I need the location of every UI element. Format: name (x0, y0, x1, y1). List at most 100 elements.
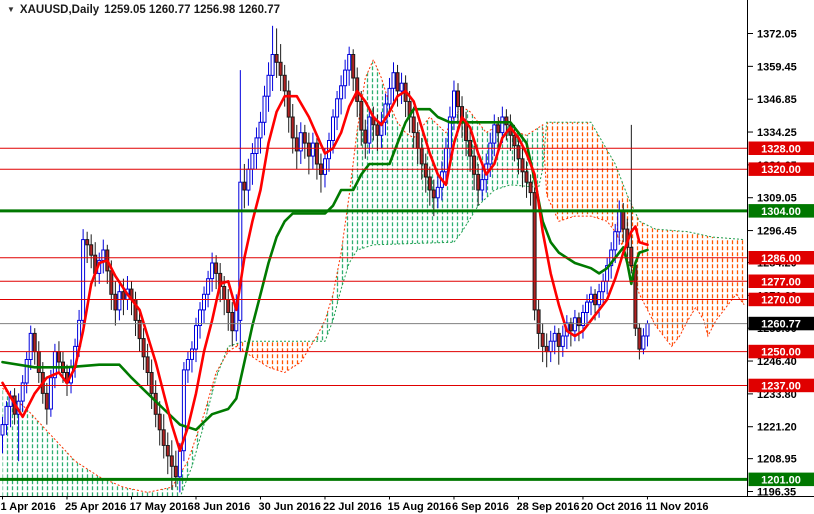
candle (0, 416, 5, 454)
candle (536, 299, 541, 350)
candle (427, 166, 432, 206)
candle (266, 62, 271, 112)
candle (629, 124, 634, 274)
price-tick-label: 1221.20 (757, 422, 797, 434)
ohlc-values: 1259.05 1260.77 1256.98 1260.77 (104, 4, 281, 16)
date-tick-label: 6 Sep 2016 (452, 501, 509, 513)
candle (270, 25, 275, 91)
candle (363, 119, 368, 159)
current-price-badge-label: 1260.77 (761, 319, 801, 331)
candle (278, 44, 283, 91)
kijun-sen-line (1, 107, 649, 432)
candle (335, 90, 340, 131)
candle (286, 80, 291, 133)
candle (173, 450, 178, 488)
level-badge-label: 1320.00 (761, 164, 801, 176)
candle (258, 111, 263, 154)
candle (351, 49, 356, 91)
candle (24, 351, 29, 394)
level-badge (748, 204, 814, 218)
candle (347, 46, 352, 86)
tenkan-sen-line (1, 89, 649, 453)
candle (520, 148, 525, 188)
candle (282, 64, 287, 107)
symbol-marker-icon: ▼ (7, 4, 15, 14)
date-tick-label: 22 Jul 2016 (323, 501, 382, 513)
candle (117, 283, 122, 321)
candle (435, 174, 440, 209)
date-tick-label: 8 Jun 2016 (194, 501, 250, 513)
level-badge-label: 1328.00 (761, 143, 801, 155)
date-tick-label: 30 Jun 2016 (259, 501, 321, 513)
level-badge-label: 1250.00 (761, 347, 801, 359)
plot-area[interactable] (0, 25, 745, 513)
level-badge-label: 1201.00 (761, 474, 801, 486)
candle (597, 283, 602, 318)
date-tick-label: 11 Nov 2016 (646, 501, 709, 513)
candle (4, 401, 9, 436)
candle (157, 401, 162, 446)
candle (214, 255, 219, 290)
levels-layer (0, 147, 747, 481)
candle (230, 302, 235, 347)
current-price-badge (748, 316, 814, 331)
date-tick-label: 1 Apr 2016 (1, 501, 56, 513)
candle (161, 414, 166, 459)
date-tick-label: 15 Aug 2016 (388, 501, 452, 513)
chart-title: ▼ XAUUSD,Daily 1259.05 1260.77 1256.98 126… (7, 4, 280, 16)
candle (20, 375, 25, 412)
candle (581, 304, 585, 339)
candle (314, 137, 319, 180)
level-badge (748, 251, 814, 265)
candle (274, 28, 279, 78)
price-tick-label: 1334.25 (757, 127, 797, 139)
candle (44, 382, 49, 425)
candle (359, 90, 364, 146)
candle (480, 166, 485, 201)
price-tick-label: 1372.05 (757, 29, 797, 41)
candle (423, 153, 428, 193)
candle (169, 440, 174, 490)
candle (185, 351, 190, 383)
level-badge (748, 472, 814, 487)
candle (190, 341, 194, 373)
candle (637, 322, 642, 360)
candle (528, 174, 533, 206)
candle (28, 325, 33, 370)
candle (48, 369, 53, 417)
price-tick-label: 1359.45 (757, 61, 797, 73)
candle (306, 132, 311, 175)
candle (141, 328, 146, 370)
candle (310, 132, 315, 170)
candle (391, 62, 396, 102)
candle (367, 106, 372, 154)
price-badges: 1328.00 1320.00 1304.00 1286.00 1277.00 1270.… (748, 141, 814, 487)
level-badge-label: 1286.00 (761, 253, 801, 265)
level-badge (748, 292, 814, 307)
candle (294, 124, 299, 170)
candle (395, 64, 400, 107)
price-tick-label: 1346.85 (757, 94, 797, 106)
candle (302, 124, 307, 159)
candle (524, 161, 529, 198)
level-badge (748, 378, 814, 393)
level-badge-label: 1304.00 (761, 206, 801, 218)
candle (206, 270, 211, 308)
candle (576, 312, 581, 342)
level-badge (748, 344, 814, 359)
candle (198, 302, 202, 339)
price-tick-label: 1246.40 (757, 356, 797, 368)
candle (379, 111, 384, 149)
date-tick-label: 17 May 2016 (130, 501, 194, 513)
candle (202, 286, 206, 323)
candle (472, 145, 477, 191)
candle (149, 359, 154, 409)
price-tick-label: 1196.35 (757, 487, 796, 499)
symbol-period-label: XAUUSD,Daily (19, 4, 100, 16)
level-badge-label: 1270.00 (761, 295, 801, 307)
candle (540, 322, 545, 363)
price-tick-label: 1208.95 (757, 454, 797, 466)
